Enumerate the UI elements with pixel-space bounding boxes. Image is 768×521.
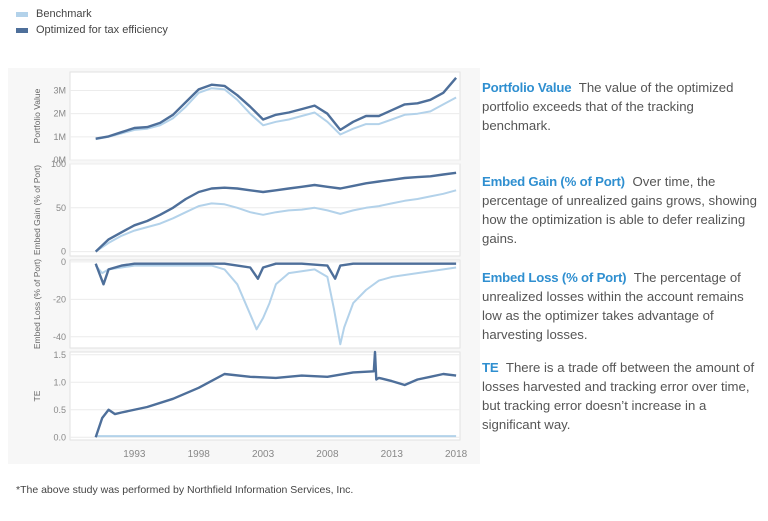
description-heading: TE xyxy=(482,360,499,375)
y-tick-label: 50 xyxy=(56,203,66,213)
x-tick-label: 2018 xyxy=(445,449,468,460)
footnote: *The above study was performed by Northf… xyxy=(16,484,354,496)
y-tick-label: 0 xyxy=(61,247,66,257)
y-tick-label: -40 xyxy=(53,332,66,342)
description-body: There is a trade off between the amount … xyxy=(482,360,755,432)
legend-swatch-benchmark xyxy=(16,11,28,17)
x-tick-label: 2008 xyxy=(316,449,339,460)
x-tick-label: 2003 xyxy=(252,449,275,460)
y-tick-label: 3M xyxy=(53,86,66,96)
series-line-benchmark xyxy=(95,189,457,253)
panel-frame xyxy=(69,259,461,349)
description-body: The value of the optimized portfolio exc… xyxy=(482,80,734,133)
series-line-optimized xyxy=(94,262,457,286)
y-tick-label: 0 xyxy=(61,257,66,267)
y-tick-label: 2M xyxy=(53,109,66,119)
series-line-optimized xyxy=(94,350,457,438)
description-embed-gain: Embed Gain (% of Port) Over time, the pe… xyxy=(482,172,762,248)
panel-frame xyxy=(69,351,461,441)
y-axis-label: Embed Loss (% of Port) xyxy=(32,259,42,349)
description-heading: Embed Loss (% of Port) xyxy=(482,270,627,285)
legend-swatch-optimized xyxy=(16,27,28,33)
x-tick-label: 1998 xyxy=(188,449,211,460)
series-line-optimized xyxy=(94,171,457,253)
y-tick-label: -20 xyxy=(53,294,66,304)
series-line-optimized xyxy=(95,77,458,140)
legend-item: Optimized for tax efficiency xyxy=(16,22,168,38)
description-body: Over time, the percentage of unrealized … xyxy=(482,174,757,246)
series-line-benchmark xyxy=(94,264,457,346)
description-body: The percentage of unrealized losses with… xyxy=(482,270,744,342)
chart-panels: 0M 1M 2M 3M Portfolio Value 0 50 100 Embed Gain … xyxy=(32,71,468,460)
series-line-benchmark xyxy=(95,87,457,141)
description-portfolio-value: Portfolio Value The value of the optimiz… xyxy=(482,78,762,135)
y-axis-label: TE xyxy=(32,390,42,401)
y-tick-label: 1.5 xyxy=(53,350,66,360)
description-te: TE There is a trade off between the amou… xyxy=(482,358,762,434)
y-tick-label: 0.5 xyxy=(53,405,66,415)
legend-label: Optimized for tax efficiency xyxy=(36,24,168,36)
description-embed-loss: Embed Loss (% of Port) The percentage of… xyxy=(482,268,762,344)
y-axis-label: Portfolio Value xyxy=(32,88,42,143)
description-heading: Portfolio Value xyxy=(482,80,572,95)
legend-item: Benchmark xyxy=(16,6,168,22)
legend: Benchmark Optimized for tax efficiency xyxy=(16,6,168,38)
legend-label: Benchmark xyxy=(36,8,92,20)
x-tick-label: 2013 xyxy=(381,449,404,460)
y-axis-label: Embed Gain (% of Port) xyxy=(32,165,42,255)
x-tick-label: 1993 xyxy=(123,449,146,460)
y-tick-label: 0M xyxy=(53,155,66,165)
description-heading: Embed Gain (% of Port) xyxy=(482,174,625,189)
y-tick-label: 0.0 xyxy=(53,432,66,442)
y-tick-label: 1M xyxy=(53,132,66,142)
y-tick-label: 1.0 xyxy=(53,377,66,387)
y-tick-label: 100 xyxy=(51,159,66,169)
